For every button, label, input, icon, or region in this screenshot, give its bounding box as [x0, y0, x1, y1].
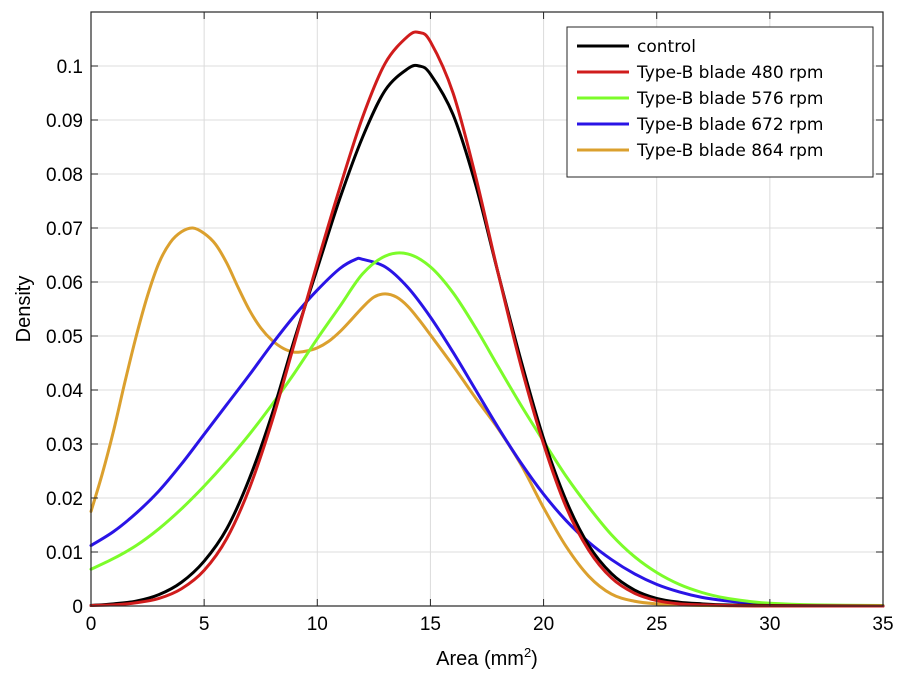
legend-label: Type-B blade 576 rpm — [636, 89, 823, 109]
y-tick-label: 0.1 — [57, 57, 83, 78]
series-line-4 — [89, 226, 885, 608]
x-tick-label: 0 — [86, 614, 97, 635]
x-tick-label: 10 — [307, 614, 328, 635]
legend-label: control — [637, 37, 696, 57]
y-tick-label: 0.01 — [46, 543, 83, 564]
legend-label: Type-B blade 864 rpm — [636, 141, 823, 161]
ticks — [90, 12, 884, 607]
series-line-2 — [89, 251, 885, 607]
x-tick-label: 5 — [199, 614, 210, 635]
x-axis-label: Area (mm2) — [436, 645, 538, 670]
y-tick-label: 0.05 — [46, 327, 83, 348]
plot-frame — [90, 11, 884, 607]
x-axis-label-main: Area (mm — [436, 648, 524, 670]
legend-box — [566, 26, 874, 178]
x-tick-labels: 0 5 10 15 20 25 30 35 — [86, 614, 894, 635]
series-line-0 — [89, 63, 885, 608]
x-tick-label: 25 — [646, 614, 667, 635]
x-axis-label-superscript: 2 — [524, 645, 531, 660]
y-tick-label: 0 — [72, 597, 83, 618]
x-axis-label-suffix: ) — [531, 648, 538, 670]
y-tick-labels: 0 0.01 0.02 0.03 0.04 0.05 0.06 0.07 0.08 0.09 0.1 — [46, 57, 83, 618]
legend-label: Type-B blade 480 rpm — [636, 63, 823, 83]
legend-label: Type-B blade 672 rpm — [636, 115, 823, 135]
y-tick-label: 0.06 — [46, 273, 83, 294]
y-tick-label: 0.09 — [46, 111, 83, 132]
y-axis-label: Density — [13, 276, 35, 343]
y-tick-label: 0.08 — [46, 165, 83, 186]
y-tick-label: 0.04 — [46, 381, 83, 402]
series-layer — [89, 30, 885, 608]
x-tick-label: 15 — [420, 614, 441, 635]
legend: control Type-B blade 480 rpm Type-B blade … — [566, 26, 874, 178]
y-tick-label: 0.03 — [46, 435, 83, 456]
x-tick-label: 35 — [872, 614, 893, 635]
y-tick-label: 0.02 — [46, 489, 83, 510]
series-line-3 — [89, 256, 885, 608]
x-tick-label: 20 — [533, 614, 554, 635]
y-tick-label: 0.07 — [46, 219, 83, 240]
series-line-1 — [89, 30, 885, 608]
x-tick-label: 30 — [759, 614, 780, 635]
